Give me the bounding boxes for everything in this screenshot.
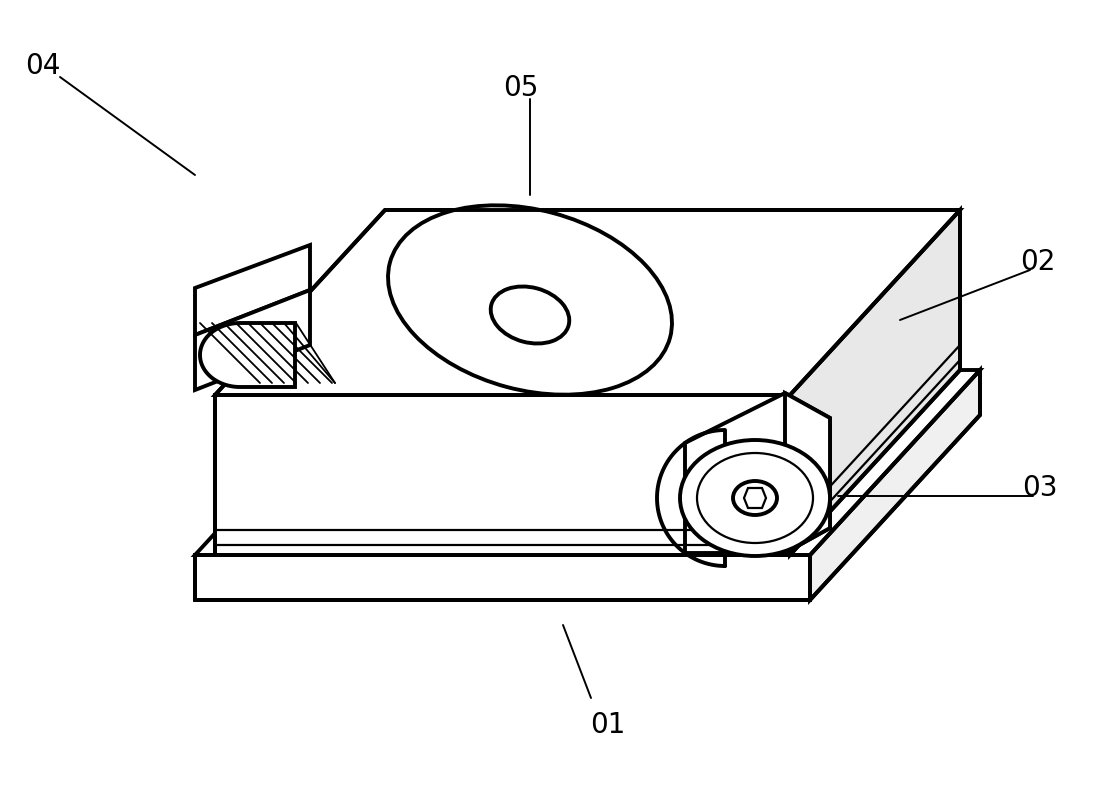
Polygon shape	[790, 210, 961, 555]
Text: 05: 05	[503, 74, 539, 102]
Polygon shape	[685, 393, 830, 553]
Polygon shape	[810, 370, 980, 600]
Polygon shape	[215, 210, 961, 395]
Text: 04: 04	[25, 52, 60, 80]
Polygon shape	[200, 323, 295, 387]
Text: 01: 01	[590, 711, 625, 739]
Ellipse shape	[733, 481, 777, 515]
Polygon shape	[195, 290, 310, 390]
Ellipse shape	[697, 453, 813, 543]
Polygon shape	[785, 393, 830, 553]
Ellipse shape	[388, 205, 671, 395]
Ellipse shape	[680, 440, 830, 556]
Polygon shape	[744, 488, 766, 508]
Text: 03: 03	[1022, 474, 1057, 502]
Polygon shape	[195, 370, 980, 555]
Polygon shape	[195, 245, 310, 335]
Ellipse shape	[491, 287, 569, 344]
Polygon shape	[195, 555, 810, 600]
Text: 02: 02	[1020, 248, 1056, 276]
Polygon shape	[215, 395, 790, 555]
